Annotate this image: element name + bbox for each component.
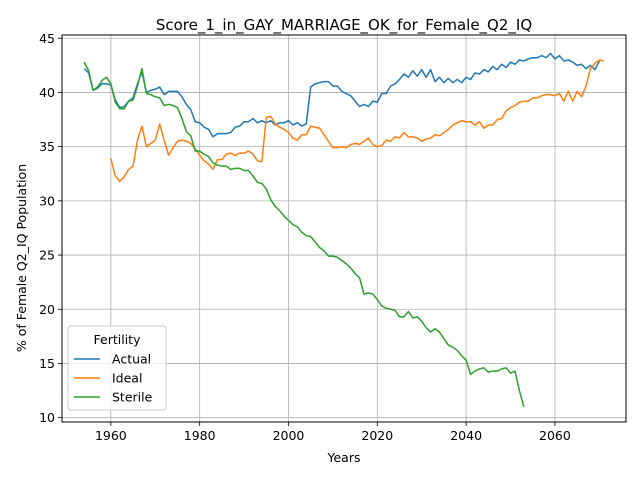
y-axis-label: % of Female Q2_IQ Population (14, 164, 29, 352)
x-tick-label: 2020 (361, 428, 393, 443)
y-tick-label: 10 (39, 410, 55, 425)
x-tick-label: 1960 (95, 428, 127, 443)
legend-label-ideal: Ideal (112, 371, 142, 386)
chart-title: Score_1_in_GAY_MARRIAGE_OK_for_Female_Q2… (156, 16, 532, 35)
legend-title: Fertility (94, 332, 142, 347)
legend: Fertility Actual Ideal Sterile (67, 325, 167, 411)
x-tick-label: 2040 (450, 428, 482, 443)
y-tick-label: 20 (39, 302, 55, 317)
series-layer (83, 52, 604, 408)
legend-frame (67, 325, 167, 411)
x-tick-label: 2000 (273, 428, 305, 443)
legend-label-sterile: Sterile (112, 390, 153, 405)
x-tick-label: 2060 (539, 428, 571, 443)
y-tick-label: 25 (39, 248, 55, 263)
legend-label-actual: Actual (112, 352, 151, 367)
y-tick-label: 35 (39, 139, 55, 154)
legend-items: Actual Ideal Sterile (74, 352, 153, 405)
y-tick-label: 45 (39, 31, 55, 46)
x-tick-label: 1980 (184, 428, 216, 443)
x-axis-label: Years (327, 450, 361, 465)
y-tick-label: 30 (39, 193, 55, 208)
y-axis: 10 15 20 25 30 35 40 45 (39, 31, 62, 425)
series-line-sterile (83, 61, 525, 408)
plot-frame (61, 34, 627, 423)
y-tick-label: 15 (39, 356, 55, 371)
y-tick-label: 40 (39, 85, 55, 100)
series-line-actual (83, 52, 601, 138)
x-axis: 1960 1980 2000 2020 2040 2060 (95, 422, 571, 443)
series-line-ideal (110, 59, 604, 183)
